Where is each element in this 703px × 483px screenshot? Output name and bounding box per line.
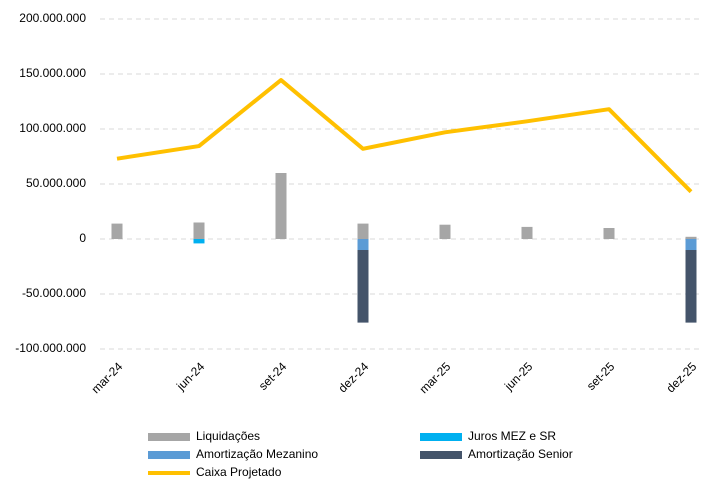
bar	[521, 226, 533, 239]
bar	[685, 239, 697, 250]
legend-label: Amortização Senior	[468, 447, 573, 461]
legend-label: Juros MEZ e SR	[468, 429, 556, 443]
legend-label: Liquidações	[196, 429, 260, 443]
y-tick-label: 150.000.000	[19, 66, 86, 80]
bar	[111, 223, 123, 239]
x-tick-label: jun-25	[501, 359, 535, 393]
bar	[357, 250, 369, 323]
x-tick-label: dez-25	[664, 359, 700, 395]
legend-swatch	[420, 433, 462, 441]
bar	[685, 236, 697, 239]
y-tick-label: 200.000.000	[19, 11, 86, 25]
legend-swatch	[148, 433, 190, 441]
y-tick-label: -100.000.000	[15, 341, 86, 355]
bar	[275, 173, 287, 239]
x-tick-label: set-24	[256, 359, 290, 393]
bar	[357, 239, 369, 250]
x-tick-label: set-25	[584, 359, 618, 393]
bar	[193, 239, 205, 244]
legend-label: Caixa Projetado	[196, 465, 282, 479]
bar	[439, 224, 451, 239]
legend-label: Amortização Mezanino	[196, 447, 318, 461]
x-tick-label: jun-24	[173, 359, 207, 393]
y-tick-label: -50.000.000	[22, 286, 86, 300]
x-tick-label: mar-25	[417, 359, 454, 396]
line	[116, 78, 693, 194]
x-tick-label: mar-24	[89, 359, 126, 396]
bar	[685, 250, 697, 323]
bar	[193, 222, 205, 239]
bar	[357, 223, 369, 239]
y-tick-label: 0	[79, 231, 86, 245]
y-tick-label: 100.000.000	[19, 121, 86, 135]
legend-swatch	[420, 451, 462, 459]
y-tick-label: 50.000.000	[26, 176, 86, 190]
x-tick-label: dez-24	[336, 359, 372, 395]
legend-swatch	[148, 451, 190, 459]
bar	[603, 228, 615, 239]
